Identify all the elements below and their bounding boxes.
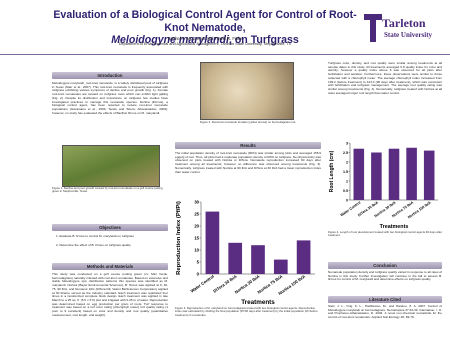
- paragraph: The initial population density of root-k…: [175, 151, 321, 174]
- paragraph: This study was conducted on a golf cours…: [52, 272, 168, 317]
- photo: [200, 62, 294, 120]
- section-heading: Introduction: [52, 72, 168, 79]
- caption: Figure 3. Reproduction of M. marylandi o…: [175, 306, 318, 317]
- y-tick-label: 25: [194, 211, 199, 216]
- bar: [406, 147, 417, 200]
- y-tick-label: 1.5: [343, 170, 348, 174]
- y-tick-label: 10: [194, 247, 199, 252]
- rule: [0, 54, 450, 55]
- y-tick-label: 0: [197, 271, 200, 276]
- y-axis-title: Reproduction Index (Pf/Pi): [176, 201, 182, 275]
- y-tick-label: 20: [194, 223, 199, 228]
- bar: [423, 150, 435, 200]
- title-line: Evaluation of a Biological Control Agent…: [53, 9, 357, 34]
- y-tick-label: 5: [197, 259, 200, 264]
- section-heading: Results: [175, 142, 321, 149]
- x-axis-title: Treatments: [241, 299, 275, 306]
- logo-mark: [364, 14, 382, 42]
- bar: [228, 242, 243, 274]
- paragraph: Nematode population density and turfgras…: [328, 270, 442, 282]
- bar: [296, 240, 311, 274]
- section-heading: Conclusion: [328, 262, 442, 269]
- y-axis-title: Root Length (cm): [329, 150, 335, 192]
- y-tick-label: 30: [194, 199, 199, 204]
- bar: [353, 148, 365, 200]
- species: Meloidogyne marylandi: [111, 34, 229, 46]
- authors: Rachel A. McGregor and Travis R. Fiske: [167, 36, 243, 41]
- y-tick-label: 1: [346, 179, 348, 183]
- photo: [62, 145, 160, 187]
- bar: [388, 148, 400, 200]
- caption: Figure 4. Length of root development tre…: [328, 230, 442, 238]
- bar: [273, 259, 288, 274]
- caption: Figure 2. Root-knot nematode females (ye…: [199, 120, 297, 124]
- section-heading: Literature Cited: [328, 296, 442, 303]
- list-item: 1. Evaluate B. firmus to control M. mary…: [56, 234, 134, 238]
- y-tick-label: 0: [346, 198, 348, 202]
- paragraph: Starr, J. L., Ong, K. L., Huddleston, M.…: [328, 304, 442, 320]
- affiliation: Department of Environmental and Agricult…: [118, 42, 292, 46]
- x-axis-title: Treatments: [380, 224, 409, 230]
- logo-name: Tarleton: [382, 16, 426, 30]
- section-heading: Objectives: [52, 224, 168, 231]
- y-tick-label: 2.5: [343, 151, 348, 155]
- title-tail: , on Turfgrass: [228, 34, 299, 46]
- logo-t: [364, 14, 382, 42]
- bar: [205, 211, 220, 274]
- x-tick-label: Water Control: [190, 274, 215, 294]
- y-tick-label: 3: [346, 141, 348, 145]
- logo: Tarleton State University: [362, 10, 442, 46]
- title: Evaluation of a Biological Control Agent…: [45, 9, 365, 47]
- logo-sub: State University: [384, 31, 433, 39]
- caption: Figure 1. Decline and poor growth caused…: [52, 186, 163, 194]
- y-tick-label: 0.5: [343, 189, 348, 193]
- paragraph: Turfgrass color, density, and root quali…: [328, 61, 442, 95]
- list-item: 2. Determine the effect of B. firmus on …: [56, 243, 131, 247]
- y-tick-label: 2: [346, 160, 348, 164]
- y-tick-label: 15: [194, 235, 199, 240]
- bar: [371, 152, 382, 200]
- paragraph: Meloidogyne marylandi, root-knot nematod…: [52, 81, 168, 115]
- bar: [251, 245, 265, 274]
- section-heading: Methods and Materials: [52, 263, 168, 270]
